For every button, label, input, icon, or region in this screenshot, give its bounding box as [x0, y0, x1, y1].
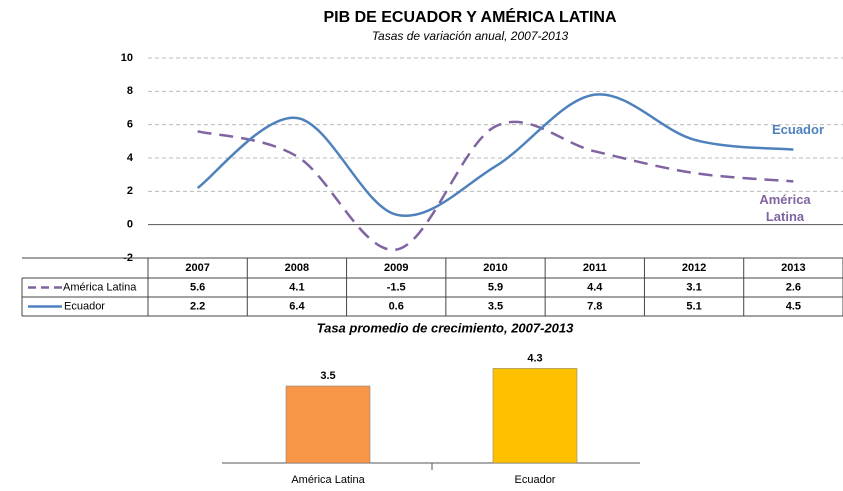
- x-tick-label: 2008: [285, 262, 309, 274]
- table-value: -1.5: [387, 281, 406, 293]
- series-line: [197, 120, 794, 251]
- table-value: 4.1: [289, 281, 304, 293]
- table-value: 6.4: [289, 300, 305, 312]
- x-tick-label: 2011: [583, 262, 607, 274]
- series-line: [196, 93, 794, 218]
- table-value: 3.5: [488, 300, 503, 312]
- chart-title: PIB DE ECUADOR Y AMÉRICA LATINA: [323, 7, 617, 26]
- table-value: 2.6: [786, 281, 801, 293]
- table-value: 4.5: [786, 300, 801, 312]
- ecuador-annotation: Ecuador: [771, 122, 824, 137]
- table-value: 3.1: [686, 281, 701, 293]
- table-value: 7.8: [587, 300, 602, 312]
- bar: [285, 385, 371, 464]
- chart-subtitle: Tasas de variación anual, 2007-2013: [372, 29, 569, 43]
- x-tick-label: 2007: [185, 262, 209, 274]
- value-label: 4.3: [527, 352, 542, 364]
- x-tick-label: 2013: [781, 262, 805, 274]
- x-tick-label: 2010: [483, 262, 507, 274]
- bar-chart-title: Tasa promedio de crecimiento, 2007-2013: [317, 320, 575, 335]
- legend-label: Ecuador: [64, 300, 105, 312]
- y-tick-label: 4: [127, 152, 134, 164]
- x-tick-label: Ecuador: [515, 474, 556, 486]
- x-tick-label: 2009: [384, 262, 408, 274]
- y-tick-label: 10: [121, 52, 133, 64]
- table-value: 4.4: [587, 281, 603, 293]
- table-value: 5.1: [686, 300, 701, 312]
- x-tick-label: 2012: [682, 262, 706, 274]
- y-tick-label: 8: [127, 85, 133, 97]
- table-value: 2.2: [190, 300, 205, 312]
- value-label: 3.5: [320, 370, 335, 382]
- x-tick-label: América Latina: [291, 474, 365, 486]
- y-tick-label: 6: [127, 119, 133, 131]
- table-value: 0.6: [389, 300, 404, 312]
- table-value: 5.6: [190, 281, 205, 293]
- bar: [492, 368, 578, 464]
- america-latina-annotation: América Latina: [759, 192, 811, 224]
- table-value: 5.9: [488, 281, 503, 293]
- legend-label: América Latina: [63, 281, 137, 293]
- y-tick-label: 2: [127, 185, 133, 197]
- y-tick-label: 0: [127, 219, 133, 231]
